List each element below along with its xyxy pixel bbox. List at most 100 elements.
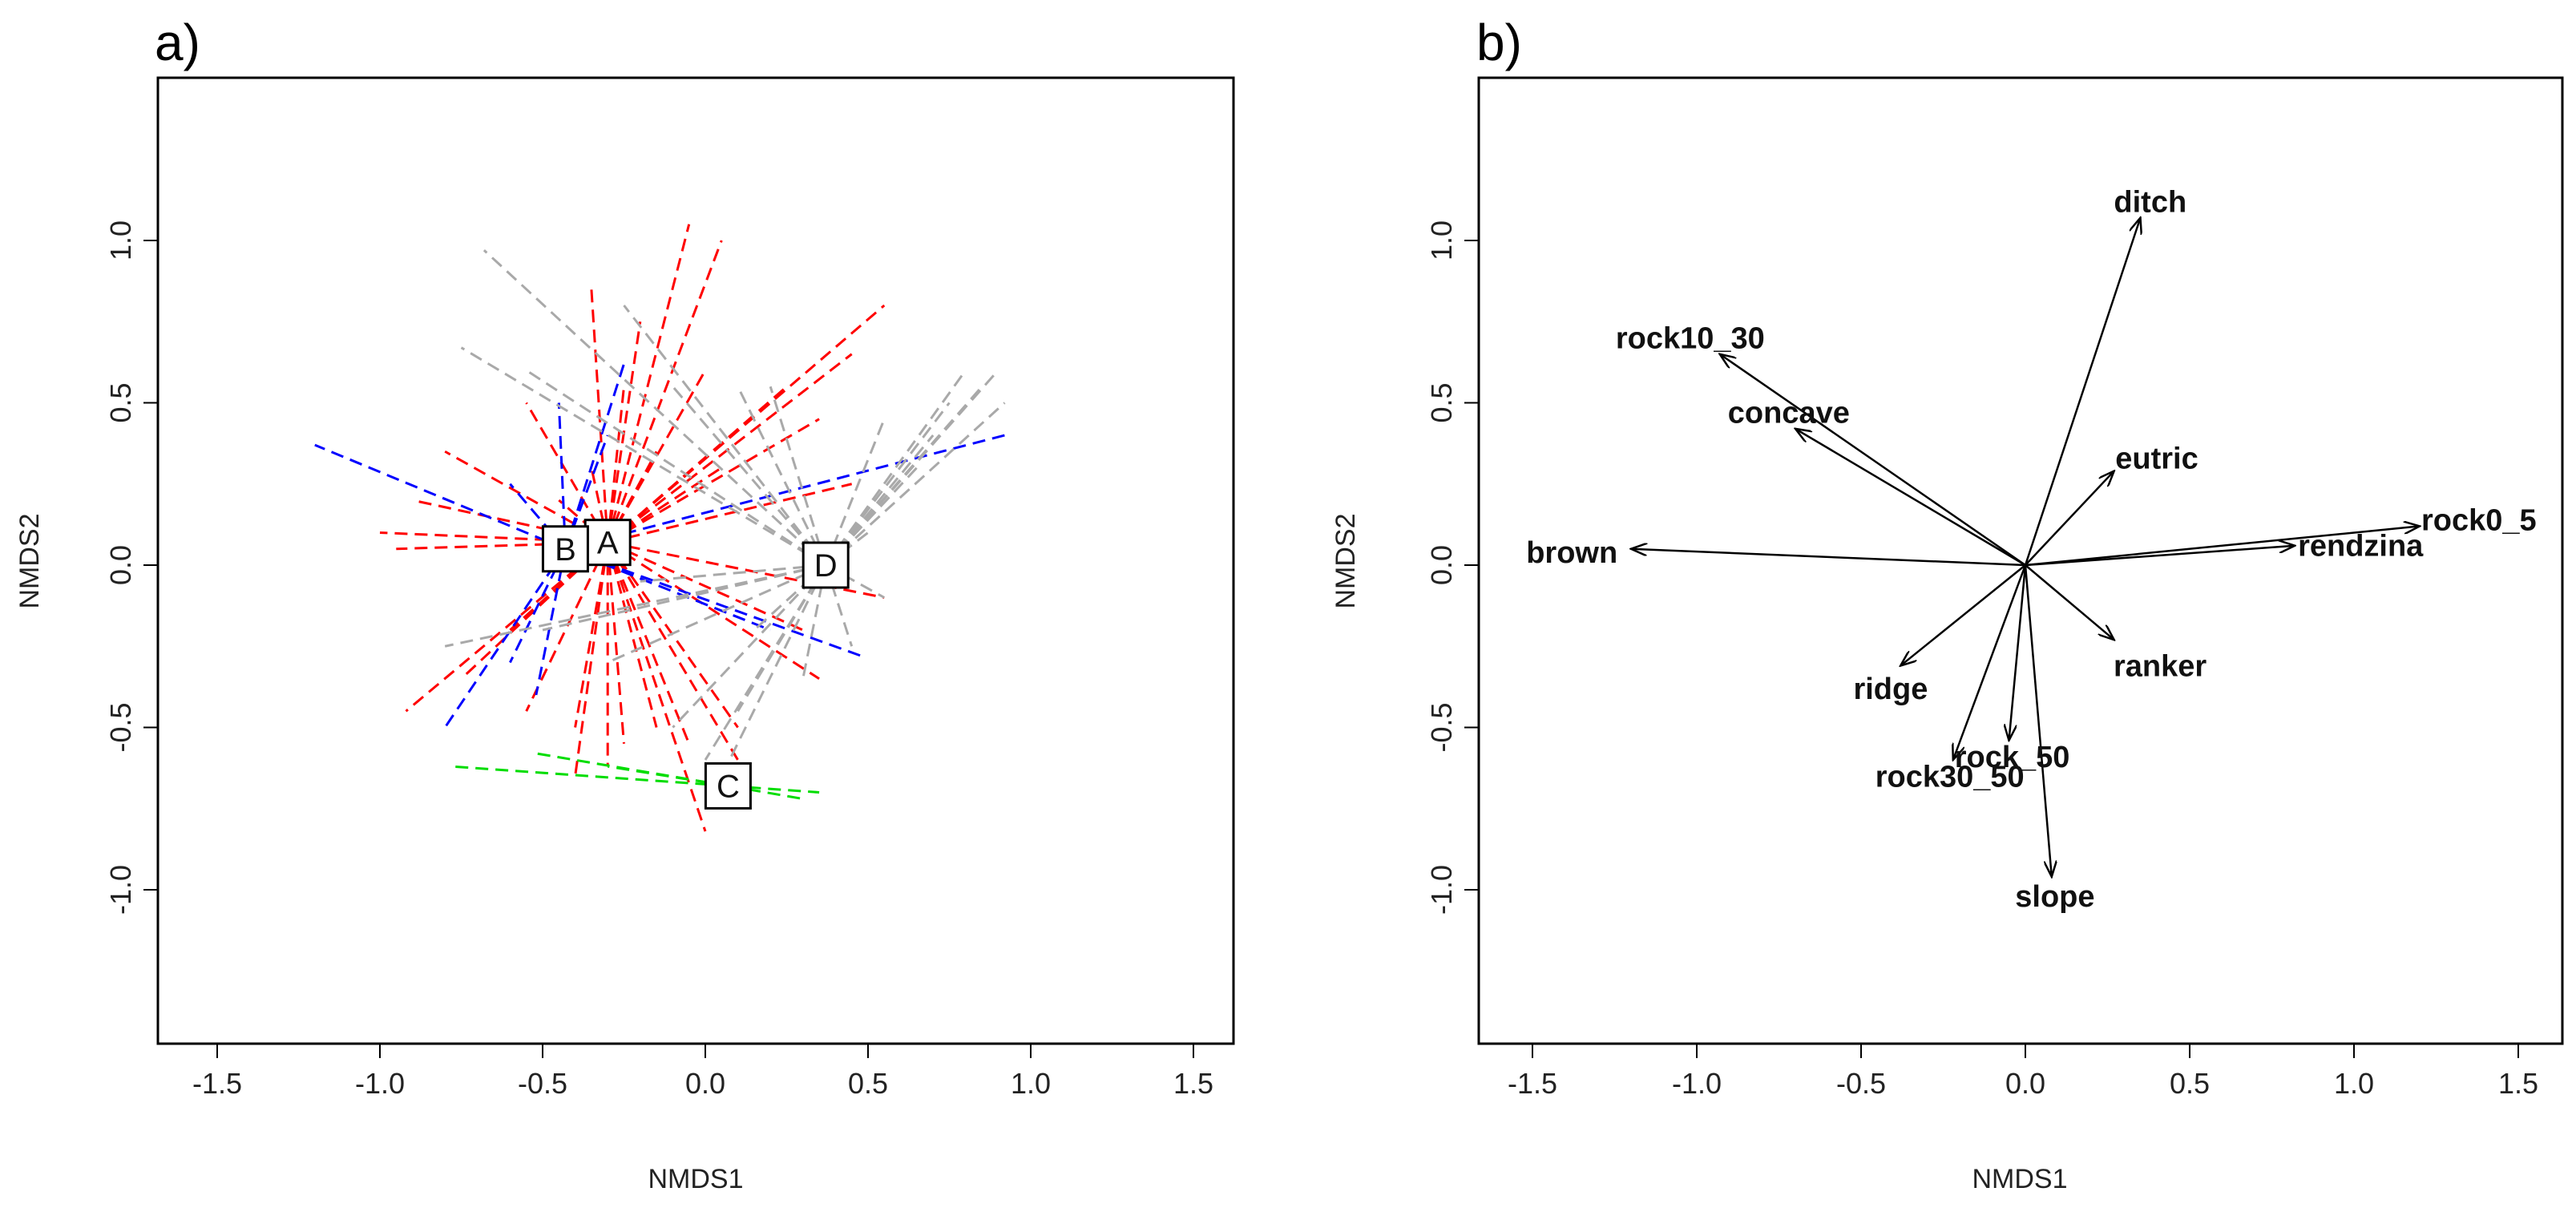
spider-line-group-b [564,547,771,632]
spider-line-group-a [606,321,642,543]
panel-b-x-axis: -1.5 -1.0 -0.5 0.0 0.5 1.0 1.5 [1508,1043,2538,1100]
vector-label-rock30-50: rock30_50 [1875,760,2025,794]
group-c-box [704,762,752,810]
x-tick-label: 1.5 [1173,1067,1213,1100]
spider-line-group-d [444,564,826,648]
vector-arrow-ranker [2025,564,2114,640]
spider-line-group-b [443,547,567,729]
spider-line-group-a [606,542,707,832]
spider-line-group-b [563,363,625,550]
spider-line-group-a [606,450,658,543]
group-b-label: B [555,532,576,568]
y-tick-label: 0.0 [1425,545,1458,585]
y-tick-label: 1.0 [1425,220,1458,261]
spider-line-group-a [606,240,723,543]
y-tick-label: -0.5 [104,702,137,752]
spider-line-group-a [607,541,804,632]
spider-line-group-b [535,548,567,696]
spider-line-group-a [606,370,707,543]
x-tick-label: -1.5 [192,1067,242,1100]
group-d-label: D [814,548,838,584]
spider-line-group-d [825,402,1006,567]
x-tick-label: 0.0 [685,1067,725,1100]
vector-arrow-eutric [2025,471,2114,566]
x-tick-label: 0.0 [2005,1067,2045,1100]
spider-line-group-d [825,370,967,566]
vector-label-slope: slope [2015,880,2094,914]
vector-arrow-rock-50 [2009,564,2027,741]
spider-line-group-a [590,289,609,543]
spider-line-group-a [606,224,691,543]
spider-line-group-d [737,386,827,566]
panel-a-y-axis: -1.0 -0.5 0.0 0.5 1.0 [104,220,159,915]
vector-label-ditch: ditch [2114,185,2186,219]
y-tick-label: -1.0 [1425,865,1458,915]
vector-arrow-ditch [2024,218,2141,566]
vector-label-ridge: ridge [1853,673,1928,706]
spider-line-group-a [606,542,691,745]
vector-arrow-brown [1631,549,2026,567]
spider-line-group-a [460,541,609,680]
spider-line-group-a [606,542,658,728]
spider-line-group-a [606,541,739,761]
vector-label-rock0-5: rock0_5 [2421,503,2537,537]
vector-arrow-rendzina [2025,546,2295,567]
vector-arrow-concave [1795,429,2026,567]
x-tick-label: -1.0 [355,1067,405,1100]
panel-a-spiders [314,224,1006,832]
vector-label-rock-50: rock_50 [1955,741,2070,774]
vector-label-eutric: eutric [2115,442,2198,475]
spider-line-group-d [623,305,827,566]
x-tick-label: -1.5 [1508,1067,1557,1100]
panel-a-x-axis: -1.5 -1.0 -0.5 0.0 0.5 1.0 1.5 [192,1043,1213,1100]
vector-label-rock10-30: rock10_30 [1616,322,1765,356]
vector-arrow-slope [2024,564,2052,877]
group-b-box [541,525,589,573]
y-tick-label: 1.0 [104,220,137,261]
spider-line-group-d [460,346,826,567]
x-tick-label: -0.5 [518,1067,567,1100]
spider-line-group-a [525,541,609,712]
panel-a-label: a) [155,14,200,71]
spider-line-group-a [606,541,739,729]
vector-label-brown: brown [1526,536,1617,570]
spider-line-group-a [607,541,820,681]
spider-line-group-a [574,542,609,777]
spider-line-group-a [606,542,625,744]
spider-line-group-d [825,402,951,566]
spider-line-group-d [704,564,827,761]
spider-line-group-d [720,564,827,777]
spider-line-group-d [640,564,826,583]
vector-arrow-rock10-30 [1720,354,2026,567]
spider-line-group-c [451,765,729,787]
panel-b-label: b) [1476,14,1522,71]
spider-line-group-a [607,304,886,543]
y-tick-label: -0.5 [1425,702,1458,752]
y-tick-label: 0.5 [104,382,137,422]
spider-line-group-a [379,531,608,544]
x-tick-label: 1.0 [2334,1067,2374,1100]
x-tick-label: 0.5 [848,1067,888,1100]
spider-line-group-a [607,541,885,599]
vector-arrow-rock30-50 [1953,564,2027,760]
x-tick-label: -1.0 [1672,1067,1722,1100]
spider-line-group-a [396,541,608,551]
panel-a-y-axis-title: NMDS2 [14,513,45,608]
spider-line-group-d [753,564,827,632]
group-d-box [801,541,850,589]
spider-line-group-d [672,564,827,729]
y-tick-label: 0.0 [104,545,137,585]
spider-line-group-a [607,386,788,543]
spider-line-group-b [564,547,862,657]
vector-arrow-ridge [1900,564,2026,666]
y-tick-label: -1.0 [104,865,137,915]
panel-a-group-centroids: AB C D [541,519,850,810]
vector-arrow-rock0-5 [2025,526,2420,567]
x-tick-label: 1.5 [2498,1067,2538,1100]
panel-a-x-axis-title: NMDS1 [648,1164,743,1194]
panel-b-y-axis: -1.0 -0.5 0.0 0.5 1.0 [1425,220,1480,915]
spider-line-group-b [565,434,1005,551]
